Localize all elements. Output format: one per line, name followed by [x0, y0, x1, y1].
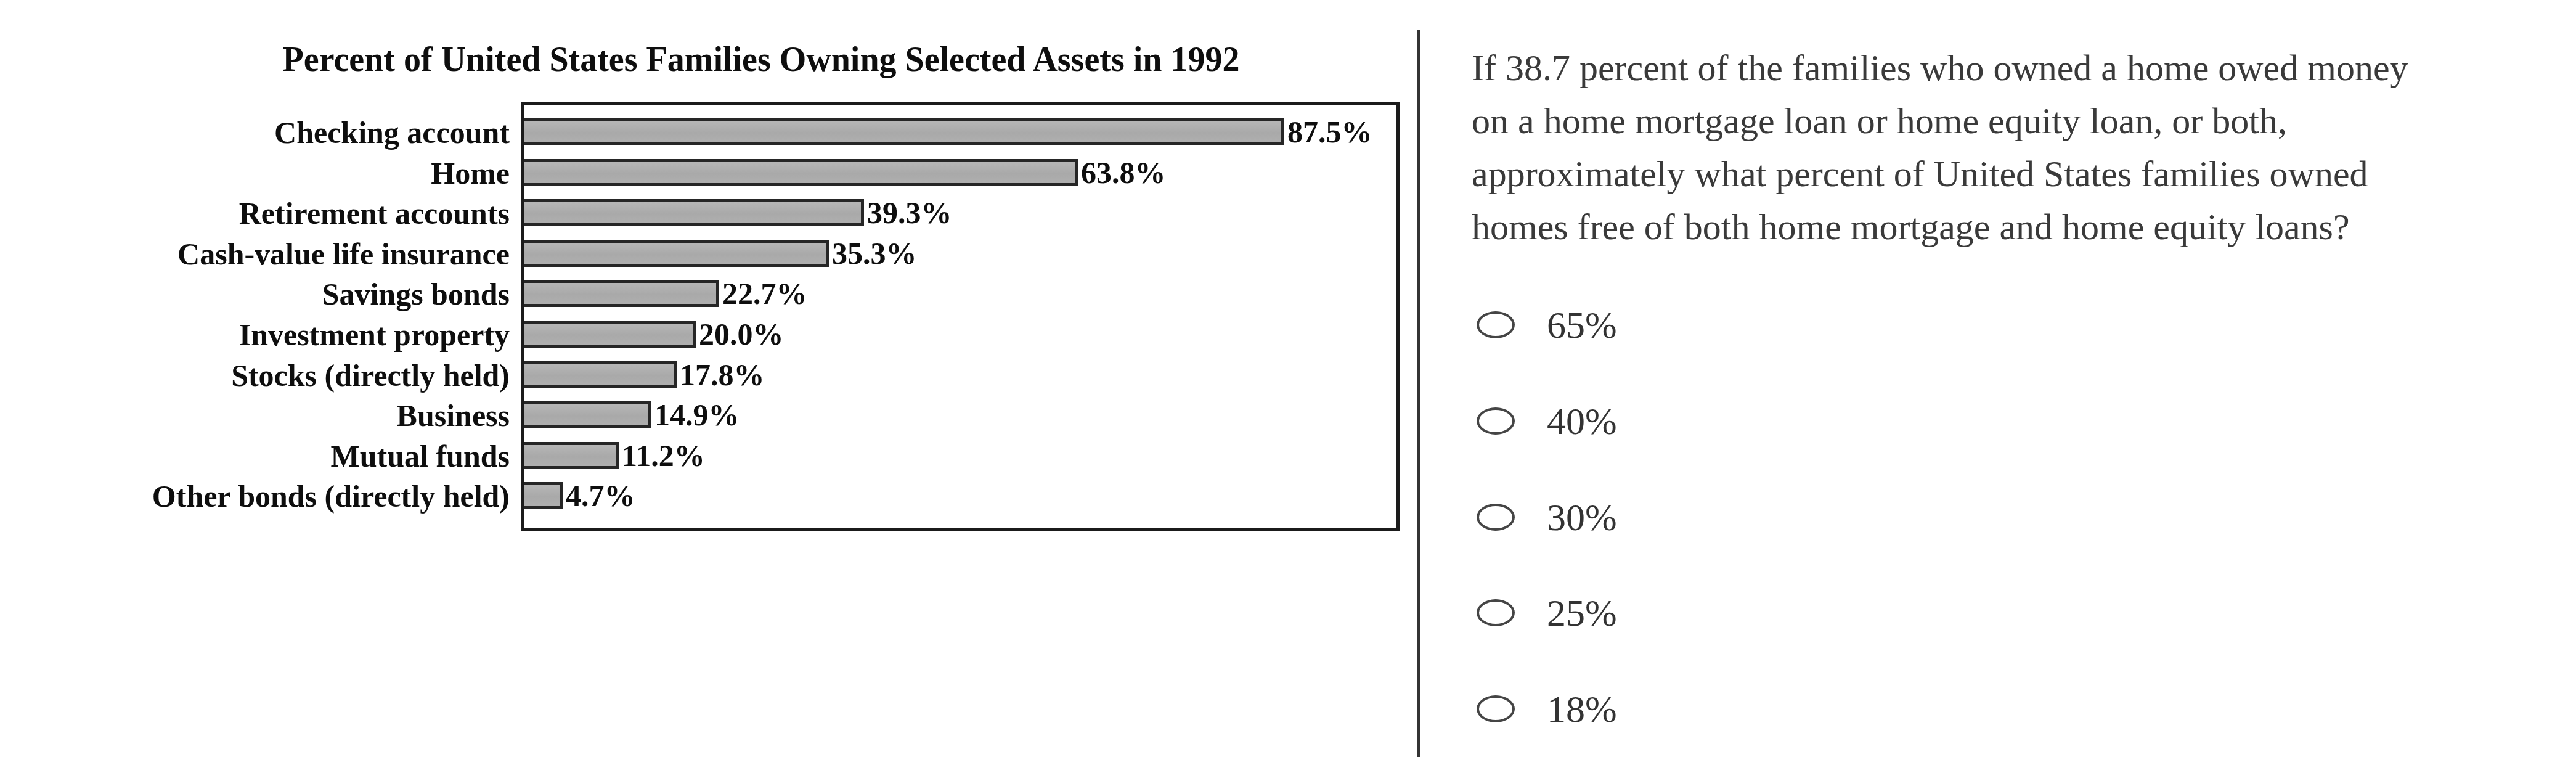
option-radio-icon[interactable] — [1477, 504, 1515, 531]
category-label: Cash-value life insurance — [0, 240, 510, 267]
bar-value-label: 4.7% — [566, 480, 635, 511]
option-radio-icon[interactable] — [1477, 695, 1515, 722]
bar-value-label: 35.3% — [832, 238, 917, 269]
bar-value-label: 22.7% — [722, 278, 807, 309]
option-radio-icon[interactable] — [1477, 599, 1515, 626]
bar-mutual-funds: 11.2% — [524, 442, 619, 469]
bar-value-label: 39.3% — [867, 197, 952, 228]
bar-checking-account: 87.5% — [524, 118, 1284, 145]
bar-savings-bonds: 22.7% — [524, 280, 719, 307]
question-line: homes free of both home mortgage and hom… — [1472, 200, 2408, 253]
option-row-18[interactable]: 18% — [1477, 690, 1617, 728]
option-label[interactable]: 18% — [1547, 690, 1617, 728]
bar-other-bonds-directly-held-: 4.7% — [524, 482, 563, 509]
bar-investment-property: 20.0% — [524, 321, 696, 348]
category-label: Stocks (directly held) — [0, 361, 510, 388]
question-line: on a home mortgage loan or home equity l… — [1472, 94, 2408, 147]
option-row-25[interactable]: 25% — [1477, 594, 1617, 632]
category-label: Other bonds (directly held) — [0, 482, 510, 509]
option-label[interactable]: 65% — [1547, 306, 1617, 344]
question-line: approximately what percent of United Sta… — [1472, 147, 2408, 200]
bar-value-label: 11.2% — [622, 440, 705, 471]
option-label[interactable]: 40% — [1547, 402, 1617, 440]
option-row-65[interactable]: 65% — [1477, 306, 1617, 344]
question-text: If 38.7 percent of the families who owne… — [1472, 41, 2408, 253]
chart-title: Percent of United States Families Owning… — [267, 39, 1255, 79]
bar-value-label: 20.0% — [699, 319, 784, 350]
category-label: Mutual funds — [0, 442, 510, 469]
category-label: Savings bonds — [0, 280, 510, 307]
bar-retirement-accounts: 39.3% — [524, 199, 864, 226]
category-label: Investment property — [0, 321, 510, 348]
bar-home: 63.8% — [524, 159, 1078, 186]
bar-cash-value-life-insurance: 35.3% — [524, 240, 829, 267]
option-row-30[interactable]: 30% — [1477, 498, 1617, 536]
bar-value-label: 17.8% — [680, 359, 765, 390]
bar-value-label: 14.9% — [654, 399, 740, 430]
bar-business: 14.9% — [524, 401, 651, 428]
category-label: Home — [0, 159, 510, 186]
panel-divider — [1417, 30, 1420, 757]
bar-chart: 87.5% 63.8% 39.3% 35.3% 22.7% 20.0% 17.8% 14.9%… — [521, 102, 1400, 531]
option-row-40[interactable]: 40% — [1477, 402, 1617, 440]
bar-value-label: 87.5% — [1287, 117, 1372, 147]
option-label[interactable]: 25% — [1547, 594, 1617, 632]
option-label[interactable]: 30% — [1547, 498, 1617, 536]
category-label: Business — [0, 401, 510, 428]
option-radio-icon[interactable] — [1477, 311, 1515, 338]
question-line: If 38.7 percent of the families who owne… — [1472, 41, 2408, 94]
option-radio-icon[interactable] — [1477, 407, 1515, 435]
category-label: Retirement accounts — [0, 199, 510, 226]
bar-stocks-directly-held-: 17.8% — [524, 361, 677, 388]
bar-value-label: 63.8% — [1081, 157, 1166, 188]
category-label: Checking account — [0, 118, 510, 145]
